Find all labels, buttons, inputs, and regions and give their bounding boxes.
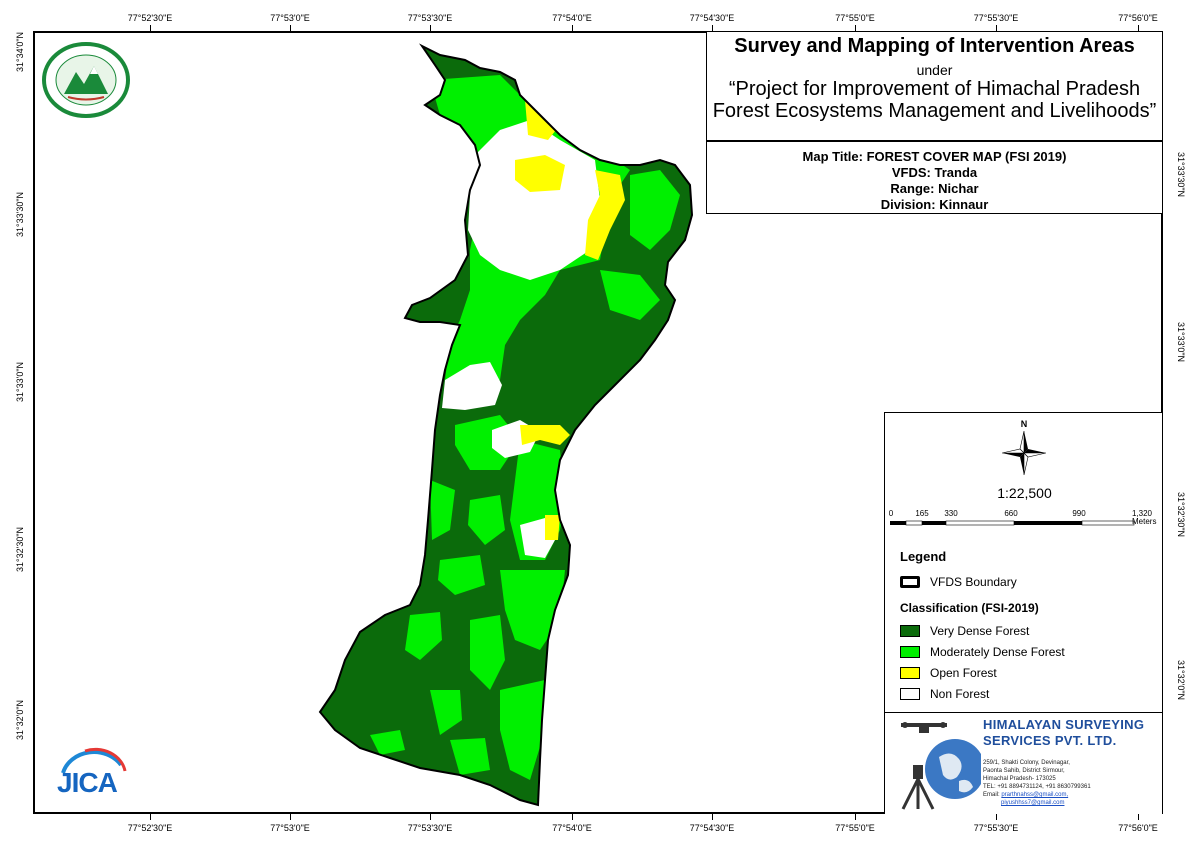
bottom-tick-mark [1138, 814, 1139, 820]
title-block: Survey and Mapping of Intervention Areas… [706, 31, 1163, 141]
bottom-tick-label: 77°55'0"E [835, 823, 875, 833]
company-address: 259/1, Shakti Colony, Devinagar, Paonta … [983, 759, 1091, 807]
bottom-tick-label: 77°54'30"E [689, 823, 735, 833]
bottom-tick-label: 77°56'0"E [1118, 823, 1158, 833]
bottom-tick-mark [150, 814, 151, 820]
bottom-tick-mark [712, 814, 713, 820]
bottom-tick-mark [572, 814, 573, 820]
legend-label: Very Dense Forest [930, 624, 1030, 638]
map-title: Map Title: FOREST COVER MAP (FSI 2019) [802, 149, 1067, 164]
top-tick-label: 77°54'30"E [689, 13, 735, 23]
vfds-name: VFDS: Tranda [891, 165, 978, 180]
scale-label: 990 [1072, 509, 1086, 518]
bottom-tick-label: 77°54'0"E [552, 823, 592, 833]
company-name: HIMALAYAN SURVEYING SERVICES PVT. LTD. [983, 717, 1144, 749]
bottom-tick-mark [430, 814, 431, 820]
top-tick-label: 77°56'0"E [1118, 13, 1158, 23]
division-name: Division: Kinnaur [880, 197, 989, 212]
top-tick-label: 77°53'30"E [407, 13, 453, 23]
north-label: N [1020, 419, 1028, 429]
legend-swatch [900, 688, 920, 700]
boundary-swatch [900, 576, 920, 588]
classification-title: Classification (FSI-2019) [900, 601, 1039, 615]
top-tick-mark [855, 25, 856, 31]
bottom-tick-mark [855, 814, 856, 820]
phone: TEL: +91 8894731124, +91 8630799361 [983, 784, 1091, 790]
scale-label: 660 [1004, 509, 1018, 518]
legend-item: Moderately Dense Forest [900, 645, 1065, 659]
top-tick-label: 77°55'0"E [835, 13, 875, 23]
email-link-2[interactable]: piyushhss7@gmail.com [1001, 800, 1065, 806]
top-tick-mark [1138, 25, 1139, 31]
bottom-tick-label: 77°55'30"E [973, 823, 1019, 833]
email-link-1[interactable]: prarthnahss@gmail.com, [1001, 792, 1069, 798]
map-info-block: Map Title: FOREST COVER MAP (FSI 2019) V… [706, 141, 1163, 214]
title-main: Survey and Mapping of Intervention Areas [734, 35, 1135, 57]
title-project-line1: “Project for Improvement of Himachal Pra… [728, 78, 1141, 100]
top-tick-label: 77°53'0"E [270, 13, 310, 23]
bottom-tick-mark [290, 814, 291, 820]
legend-label: Moderately Dense Forest [930, 645, 1065, 659]
legend-swatch [900, 646, 920, 658]
scale-label: 330 [944, 509, 958, 518]
address-line3: Himachal Pradesh- 173025 [983, 776, 1056, 782]
top-tick-mark [712, 25, 713, 31]
surveying-logo-icon [901, 722, 981, 810]
top-tick-label: 77°54'0"E [552, 13, 592, 23]
scale-bar [890, 520, 1135, 526]
company-name-line2: SERVICES PVT. LTD. [983, 733, 1117, 748]
company-name-line1: HIMALAYAN SURVEYING [983, 717, 1145, 732]
bottom-tick-mark [996, 814, 997, 820]
forest-department-logo [42, 42, 130, 118]
email-label: Email: [983, 792, 1000, 798]
legend-item-boundary: VFDS Boundary [900, 575, 1017, 589]
top-tick-label: 77°55'30"E [973, 13, 1019, 23]
scale-ratio: 1:22,500 [997, 485, 1052, 501]
north-arrow-icon [1002, 431, 1046, 475]
legend-item: Open Forest [900, 666, 997, 680]
scale-label: 165 [915, 509, 929, 518]
boundary-label: VFDS Boundary [930, 575, 1017, 589]
title-under: under [916, 62, 953, 78]
legend-title: Legend [900, 549, 947, 564]
top-tick-mark [430, 25, 431, 31]
legend-label: Non Forest [930, 687, 990, 701]
scale-label: 0 [888, 509, 894, 518]
legend-item: Very Dense Forest [900, 624, 1029, 638]
bottom-tick-label: 77°53'0"E [270, 823, 310, 833]
range-name: Range: Nichar [890, 181, 979, 196]
jica-mark [61, 747, 127, 774]
bottom-tick-label: 77°52'30"E [127, 823, 173, 833]
forest-department-emblem [42, 42, 130, 118]
legend-swatch [900, 667, 920, 679]
address-line2: Paonta Sahib, District Sirmour, [983, 768, 1065, 774]
title-project-line2: Forest Ecosystems Management and Livelih… [712, 100, 1157, 122]
legend-swatch [900, 625, 920, 637]
top-tick-mark [150, 25, 151, 31]
top-tick-mark [996, 25, 997, 31]
scale-unit: Meters [1132, 517, 1157, 526]
top-tick-mark [572, 25, 573, 31]
legend-item: Non Forest [900, 687, 989, 701]
legend-label: Open Forest [930, 666, 997, 680]
top-tick-mark [290, 25, 291, 31]
company-block: HIMALAYAN SURVEYING SERVICES PVT. LTD. 2… [885, 712, 1162, 814]
address-line1: 259/1, Shakti Colony, Devinagar, [983, 760, 1070, 766]
top-tick-label: 77°52'30"E [127, 13, 173, 23]
jica-logo: JICA [55, 745, 127, 803]
scale-label: 1,320 [1131, 509, 1153, 518]
jica-text: JICA [57, 767, 118, 798]
bottom-tick-label: 77°53'30"E [407, 823, 453, 833]
